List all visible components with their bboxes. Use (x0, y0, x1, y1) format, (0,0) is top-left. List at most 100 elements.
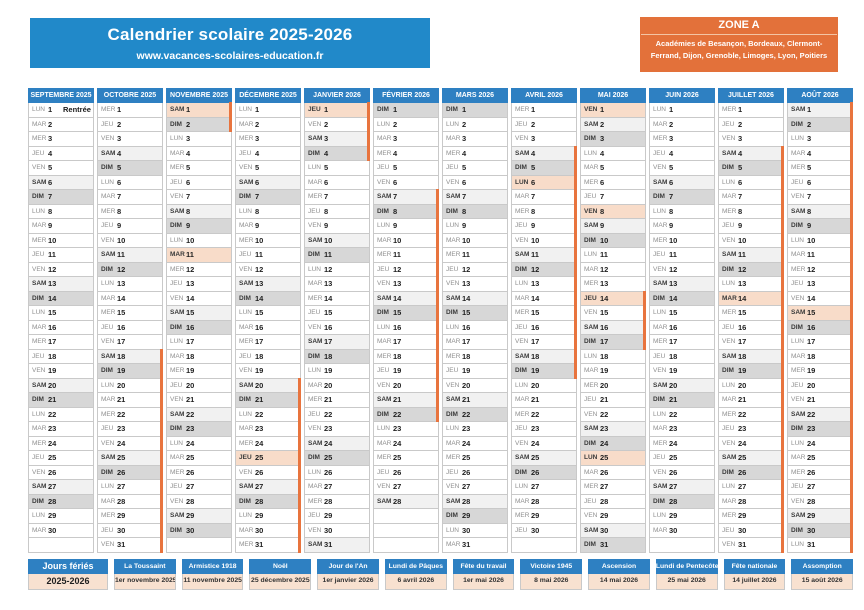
day-name-label: MER (515, 410, 530, 418)
day-cell: SAM 4 (97, 146, 163, 161)
day-note: Rentrée (63, 105, 91, 115)
day-cell: MAR 23 (235, 421, 301, 437)
day-name-label: VEN (584, 106, 598, 114)
day-number: 22 (462, 409, 471, 419)
day-cell: MAR 9 (649, 219, 715, 234)
vacation-bar-icon (435, 232, 439, 248)
day-name-label: MAR (584, 164, 599, 172)
vacation-bar-icon (366, 102, 370, 118)
day-cell: MER 24 (235, 435, 301, 451)
vacation-bar-icon (849, 421, 853, 437)
vacation-bar-icon (642, 334, 646, 350)
day-number: 14 (531, 293, 540, 303)
day-cell: MER 15 (97, 306, 163, 321)
day-number: 20 (255, 380, 264, 390)
day-number: 30 (48, 525, 57, 535)
day-number: 3 (462, 134, 467, 144)
day-cell: VEN 6 (373, 175, 439, 190)
day-cell: LUN 15 (28, 306, 94, 321)
day-name-label: MAR (791, 149, 806, 157)
day-name-label: VEN (308, 526, 322, 534)
holiday-date: 8 mai 2026 (520, 574, 583, 590)
day-number: 10 (669, 235, 678, 245)
day-name-label: SAM (32, 280, 47, 288)
month-column: JUIN 2026 LUN 1 MAR 2 MER 3 JEU 4 VEN 5 SAM 6 DIM 7 LUN… (649, 88, 715, 553)
day-cell: SAM 23 (580, 422, 646, 437)
empty-cell (373, 538, 439, 553)
day-cell: VEN 26 (28, 465, 94, 480)
vacation-bar-icon (642, 290, 646, 306)
day-name-label: LUN (722, 483, 736, 491)
vacation-bar-icon (849, 203, 853, 219)
day-cell: MER 25 (373, 451, 439, 466)
day-number: 21 (738, 395, 747, 405)
holiday-date: 25 décembre 2025 (249, 574, 312, 590)
day-cell: VEN 12 (235, 262, 301, 277)
day-cell: MAR 19 (580, 364, 646, 379)
day-cell: DIM 1 (373, 103, 439, 118)
day-number: 25 (324, 453, 333, 463)
day-number: 13 (255, 279, 264, 289)
day-number: 25 (255, 453, 264, 463)
day-name-label: JEU (515, 323, 528, 331)
day-number: 6 (738, 177, 743, 187)
day-cell: MER 13 (580, 277, 646, 292)
vacation-bar-icon (780, 421, 784, 437)
day-name-label: MAR (722, 294, 737, 302)
day-cell: MER 6 (580, 175, 646, 190)
day-cell: MAR 9 (28, 219, 94, 234)
day-name-label: MER (32, 338, 47, 346)
day-name-label: MAR (239, 222, 254, 230)
vacation-bar-icon (159, 421, 163, 437)
day-cell: MER 8 (97, 204, 163, 219)
day-name-label: MER (722, 512, 737, 520)
day-number: 14 (669, 293, 678, 303)
day-cell: LUN 17 (787, 334, 853, 350)
vacation-bar-icon (849, 261, 853, 277)
day-number: 12 (600, 264, 609, 274)
day-number: 30 (669, 525, 678, 535)
day-number: 27 (669, 482, 678, 492)
day-number: 14 (255, 293, 264, 303)
day-cell: SAM 10 (304, 233, 370, 248)
day-name-label: SAM (653, 178, 668, 186)
day-name-label: LUN (515, 178, 529, 186)
month-column: MAI 2026 VEN 1 SAM 2 DIM 3 LUN 4 MAR 5 MER 6 JEU 7 VEN 8… (580, 88, 646, 553)
day-cell: VEN 27 (373, 480, 439, 495)
day-number: 28 (531, 496, 540, 506)
day-cell: DIM 7 (235, 190, 301, 205)
holiday-cell: Lundi de Pentecôte 25 mai 2026 (655, 559, 718, 590)
day-cell: MAR 11 (787, 247, 853, 263)
day-name-label: DIM (308, 251, 320, 259)
day-cell: JEU 5 (373, 161, 439, 176)
day-name-label: DIM (653, 193, 665, 201)
vacation-bar-icon (159, 508, 163, 524)
day-name-label: LUN (377, 222, 391, 230)
day-name-label: SAM (653, 280, 668, 288)
day-cell: SAM 11 (511, 247, 577, 263)
day-number: 7 (48, 192, 53, 202)
vacation-bar-icon (780, 218, 784, 234)
day-name-label: DIM (32, 294, 44, 302)
day-name-label: VEN (308, 323, 322, 331)
day-number: 20 (186, 380, 195, 390)
day-name-label: DIM (722, 265, 734, 273)
day-cell: DIM 28 (235, 493, 301, 509)
day-cell: SAM 11 (97, 248, 163, 263)
day-number: 12 (255, 264, 264, 274)
vacation-bar-icon (849, 450, 853, 466)
day-number: 19 (393, 366, 402, 376)
day-name-label: DIM (722, 468, 734, 476)
day-number: 20 (531, 380, 540, 390)
day-cell: LUN 4 (580, 146, 646, 161)
day-name-label: MER (239, 439, 254, 447)
month-header-label: JUIN 2026 (649, 88, 715, 103)
day-cell: MAR 25 (166, 451, 232, 466)
vacation-bar-icon (159, 377, 163, 393)
vacation-bar-icon (435, 247, 439, 263)
day-name-label: MAR (239, 323, 254, 331)
vacation-bar-icon (297, 522, 301, 538)
day-name-label: SAM (170, 207, 185, 215)
day-number: 26 (531, 467, 540, 477)
day-name-label: LUN (239, 106, 253, 114)
